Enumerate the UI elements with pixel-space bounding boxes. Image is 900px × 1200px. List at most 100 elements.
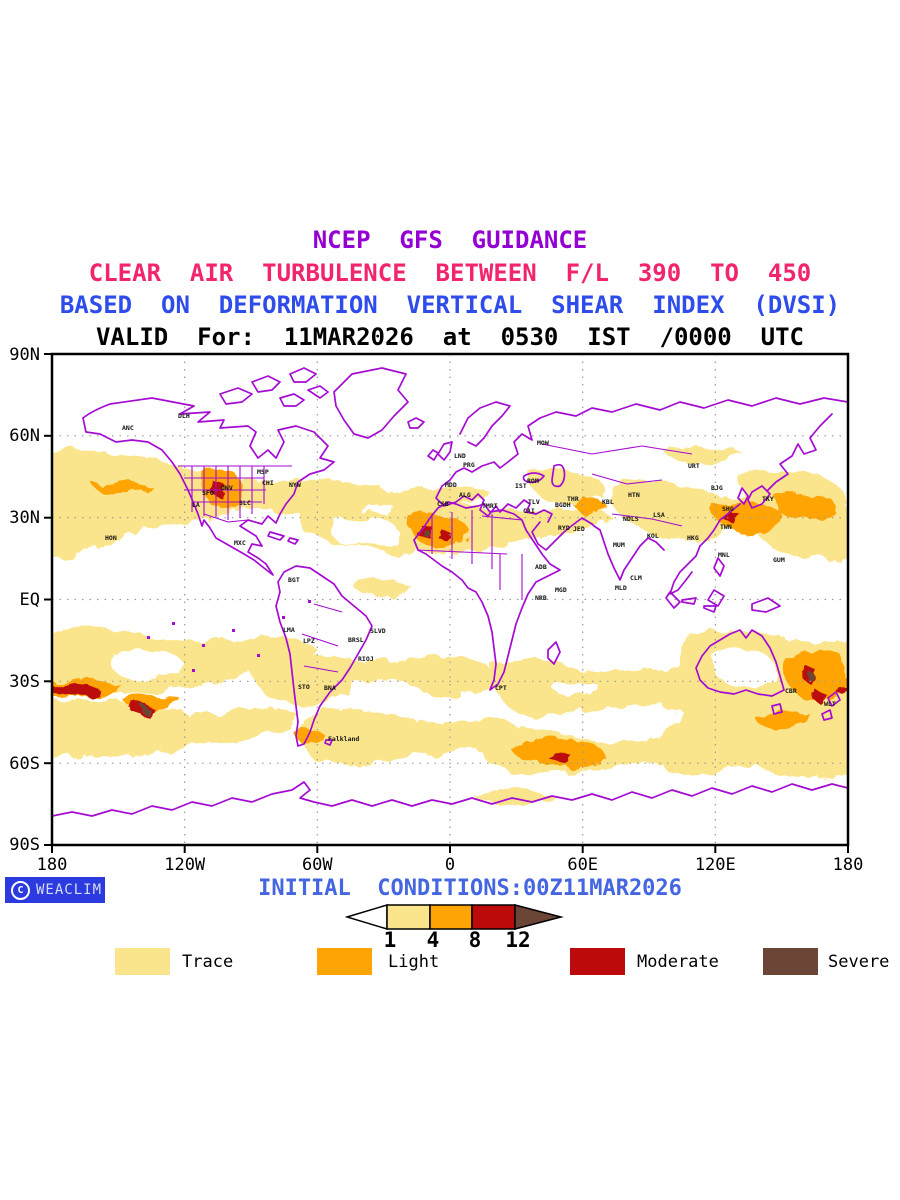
lon-label: 180 xyxy=(833,855,864,875)
station-label: PRG xyxy=(463,461,475,469)
station-label: ADB xyxy=(535,563,547,571)
station-label: NYW xyxy=(289,481,301,489)
station-label: ANC xyxy=(122,424,134,432)
station-label: THR xyxy=(567,495,579,503)
lat-label: EQ xyxy=(20,590,40,610)
station-label: NDLS xyxy=(623,515,639,523)
lon-label: 60W xyxy=(302,855,333,875)
scale-tick-4: 4 xyxy=(426,928,440,952)
station-label: CAI xyxy=(523,507,535,515)
scale-tick-8: 8 xyxy=(468,928,482,952)
station-label: ROM xyxy=(527,477,539,485)
station-label: CSB xyxy=(437,500,449,508)
station-label: TWN xyxy=(720,523,732,531)
station-label: MGD xyxy=(555,586,567,594)
legend-swatch-severe xyxy=(763,948,818,975)
station-label: BNA xyxy=(324,684,336,692)
station-label: MOW xyxy=(537,439,549,447)
station-label: RIOJ xyxy=(358,655,374,663)
station-label: HON xyxy=(105,534,117,542)
station-label: DNV xyxy=(221,484,233,492)
lon-label: 60E xyxy=(567,855,598,875)
station-label: WLT xyxy=(824,700,836,708)
scale-cell-trace xyxy=(386,904,431,930)
legend-label-moderate: Moderate xyxy=(637,952,719,972)
station-label: HTN xyxy=(628,491,640,499)
station-label: LND xyxy=(454,452,466,460)
station-label: DLH xyxy=(178,412,190,420)
logo-text: WEACLIM xyxy=(36,882,103,898)
legend-label-severe: Severe xyxy=(828,952,890,972)
speckles xyxy=(147,600,311,672)
lon-label: 0 xyxy=(445,855,455,875)
copyright-icon: C xyxy=(11,880,30,900)
station-label: TLV xyxy=(528,498,540,506)
legend-label-light: Light xyxy=(388,952,440,972)
station-label: CHI xyxy=(262,479,274,487)
station-label: LSA xyxy=(653,511,665,519)
initial-conditions-label: INITIAL CONDITIONS:00Z11MAR2026 xyxy=(258,876,682,901)
lat-axis-labels: 90N 60N 30N EQ 30S 60S 90S xyxy=(9,345,40,855)
lat-label: 60N xyxy=(9,426,40,446)
station-label: IST xyxy=(515,482,527,490)
station-label: TMRT xyxy=(482,502,498,510)
station-label: KBL xyxy=(602,498,614,506)
station-label: SLVD xyxy=(370,627,386,635)
lon-label: 120W xyxy=(164,855,206,875)
station-label: NRB xyxy=(535,594,547,602)
station-label: MSP xyxy=(257,468,269,476)
lon-axis-labels: 180 120W 60W 0 60E 120E 180 xyxy=(37,855,864,875)
station-label: HKG xyxy=(687,534,699,542)
station-label: LA xyxy=(192,501,200,509)
page-title: NCEP GFS GUIDANCE xyxy=(312,226,588,254)
station-label: SHG xyxy=(722,505,734,513)
station-label: MXC xyxy=(234,539,246,547)
lat-label: 30N xyxy=(9,508,40,528)
station-label: SFO xyxy=(202,489,214,497)
station-label: MLD xyxy=(615,584,627,592)
station-label: CPT xyxy=(495,684,507,692)
subtitle-method: BASED ON DEFORMATION VERTICAL SHEAR INDE… xyxy=(59,291,841,319)
legend-swatch-light xyxy=(317,948,372,975)
scale-tick-1: 1 xyxy=(383,928,397,952)
scale-cell-light xyxy=(429,904,473,930)
station-label: LPZ xyxy=(303,637,315,645)
coastlines-layer xyxy=(52,367,848,817)
lat-label: 90N xyxy=(9,345,40,365)
station-label: Falkland xyxy=(328,735,359,743)
station-label: JED xyxy=(573,525,585,533)
station-label: STO xyxy=(298,683,310,691)
station-label: ALG xyxy=(459,491,471,499)
station-label: MNL xyxy=(718,551,730,559)
graticule-grid xyxy=(52,354,848,845)
lat-label: 30S xyxy=(9,672,40,692)
station-label: SLC xyxy=(239,499,251,507)
station-label: MDD xyxy=(445,481,457,489)
station-label: MUM xyxy=(613,541,625,549)
station-label: BGT xyxy=(288,576,300,584)
scale-cell-moderate xyxy=(471,904,516,930)
station-label: CLM xyxy=(630,574,642,582)
turbulence-shading-layer xyxy=(52,446,848,805)
scale-tick-12: 12 xyxy=(505,928,531,952)
station-label: BJG xyxy=(711,484,723,492)
station-label: BRSL xyxy=(348,636,364,644)
weaclim-logo: C WEACLIM xyxy=(5,877,105,903)
scale-right-arrow xyxy=(514,904,564,930)
scale-left-arrow xyxy=(345,903,388,931)
legend-swatch-moderate xyxy=(570,948,625,975)
station-label: TKY xyxy=(762,495,774,503)
lon-label: 120E xyxy=(695,855,736,875)
station-label: RYD xyxy=(558,524,570,532)
station-label: BGDH xyxy=(555,501,571,509)
station-label: URT xyxy=(688,462,700,470)
legend-swatch-trace xyxy=(115,948,170,975)
subtitle-turbulence: CLEAR AIR TURBULENCE BETWEEN F/L 390 TO … xyxy=(88,259,812,287)
axis-ticks xyxy=(44,353,849,853)
color-scale-bar xyxy=(345,903,564,931)
legend-label-trace: Trace xyxy=(182,952,234,972)
lon-label: 180 xyxy=(37,855,68,875)
